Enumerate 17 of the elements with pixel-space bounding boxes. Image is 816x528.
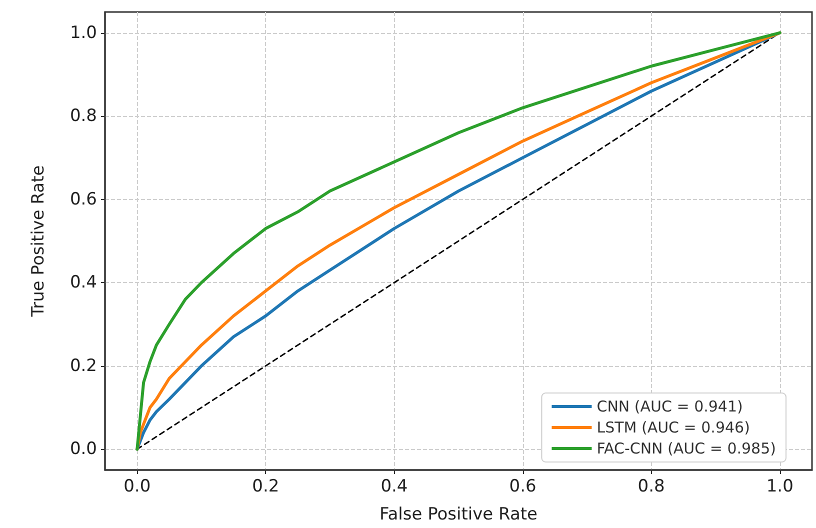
x-axis-title: False Positive Rate <box>380 504 538 524</box>
legend-label: FAC-CNN (AUC = 0.985) <box>596 440 776 458</box>
y-tick-label: 0.8 <box>70 106 97 126</box>
y-tick-label: 0.4 <box>70 272 97 293</box>
y-tick-label: 1.0 <box>70 22 97 43</box>
legend-label: CNN (AUC = 0.941) <box>596 398 743 416</box>
x-tick-label: 1.0 <box>766 476 794 496</box>
y-tick-label: 0.6 <box>70 189 97 210</box>
y-tick-label: 0.2 <box>70 356 97 376</box>
x-tick-label: 0.2 <box>252 476 280 496</box>
y-tick-label: 0.0 <box>70 439 97 460</box>
x-tick-label: 0.4 <box>380 476 408 496</box>
x-tick-label: 0.0 <box>124 476 151 496</box>
x-tick-label: 0.6 <box>509 476 536 496</box>
legend-label: LSTM (AUC = 0.946) <box>596 418 750 436</box>
y-axis-title: True Positive Rate <box>28 165 48 318</box>
x-tick-label: 0.8 <box>638 476 665 496</box>
